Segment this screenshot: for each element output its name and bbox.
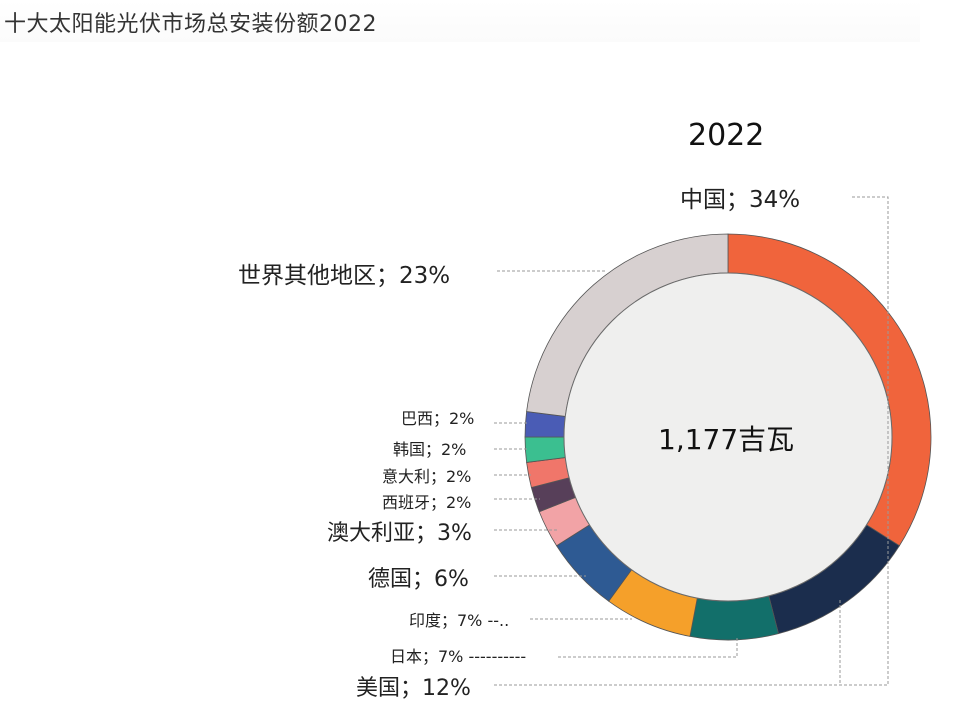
leader-usa — [494, 196, 889, 686]
donut-center — [563, 272, 893, 602]
label-brazil: 巴西；2% — [401, 409, 475, 428]
chart-title: 2022 — [688, 118, 765, 153]
center-total-label: 1,177吉瓦 — [658, 423, 795, 456]
label-japan: 日本；7% ---------- — [390, 647, 527, 666]
label-australia: 澳大利亚；3% — [327, 521, 472, 546]
label-rest-of-world: 世界其他地区；23% — [238, 256, 451, 290]
label-usa: 美国；12% — [356, 676, 471, 701]
label-spain: 西班牙；2% — [382, 493, 472, 512]
leader-lines — [494, 196, 889, 686]
label-germany: 德国；6% — [368, 567, 469, 592]
donut-segment-韩国 — [524, 436, 566, 463]
label-korea: 韩国；2% — [393, 440, 467, 459]
label-india: 印度；7% --.. — [409, 611, 510, 630]
title-bar: 十大太阳能光伏市场总安装份额2022 — [0, 0, 920, 42]
label-china: 中国；34% — [680, 180, 801, 214]
label-italy: 意大利；2% — [382, 467, 472, 486]
leader-japan — [558, 638, 738, 658]
donut-segment-日本 — [689, 595, 779, 641]
page-title: 十大太阳能光伏市场总安装份额2022 — [4, 12, 377, 37]
